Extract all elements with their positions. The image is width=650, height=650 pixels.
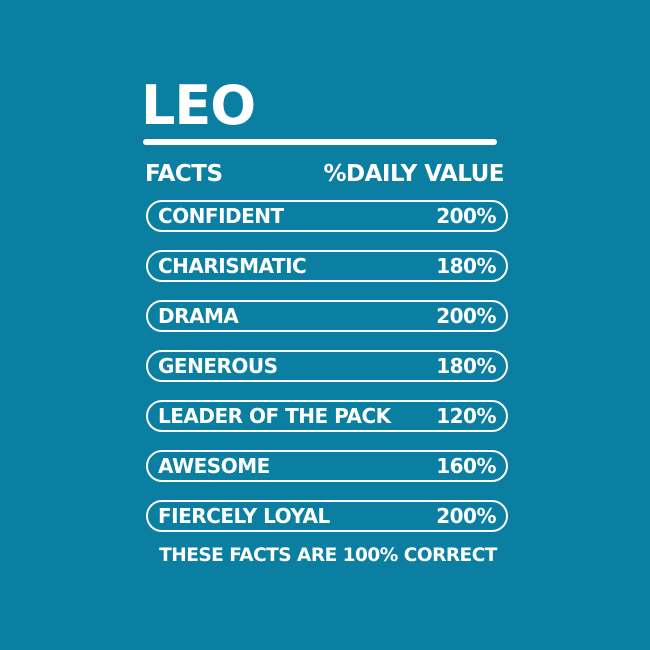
fact-row: FIERCELY LOYAL 200%: [146, 500, 508, 532]
footer-note: THESE FACTS ARE 100% CORRECT: [159, 545, 497, 566]
fact-label: CHARISMATIC: [158, 254, 307, 278]
title: LEO: [141, 74, 256, 137]
fact-value: 120%: [436, 404, 496, 428]
fact-label: GENEROUS: [158, 354, 278, 378]
fact-value: 200%: [436, 304, 496, 328]
fact-label: AWESOME: [158, 454, 270, 478]
fact-value: 180%: [436, 254, 496, 278]
divider: [143, 139, 497, 145]
fact-row: DRAMA 200%: [146, 300, 508, 332]
header-daily-value: %DAILY VALUE: [323, 161, 505, 187]
fact-value: 180%: [436, 354, 496, 378]
fact-row: GENEROUS 180%: [146, 350, 508, 382]
fact-row: CHARISMATIC 180%: [146, 250, 508, 282]
fact-value: 200%: [436, 204, 496, 228]
fact-row: LEADER OF THE PACK 120%: [146, 400, 508, 432]
fact-label: LEADER OF THE PACK: [158, 404, 391, 428]
fact-value: 200%: [436, 504, 496, 528]
fact-row: CONFIDENT 200%: [146, 200, 508, 232]
fact-row: AWESOME 160%: [146, 450, 508, 482]
fact-label: FIERCELY LOYAL: [158, 504, 330, 528]
fact-label: CONFIDENT: [158, 204, 284, 228]
header-facts: FACTS: [145, 161, 223, 187]
fact-label: DRAMA: [158, 304, 239, 328]
fact-value: 160%: [436, 454, 496, 478]
